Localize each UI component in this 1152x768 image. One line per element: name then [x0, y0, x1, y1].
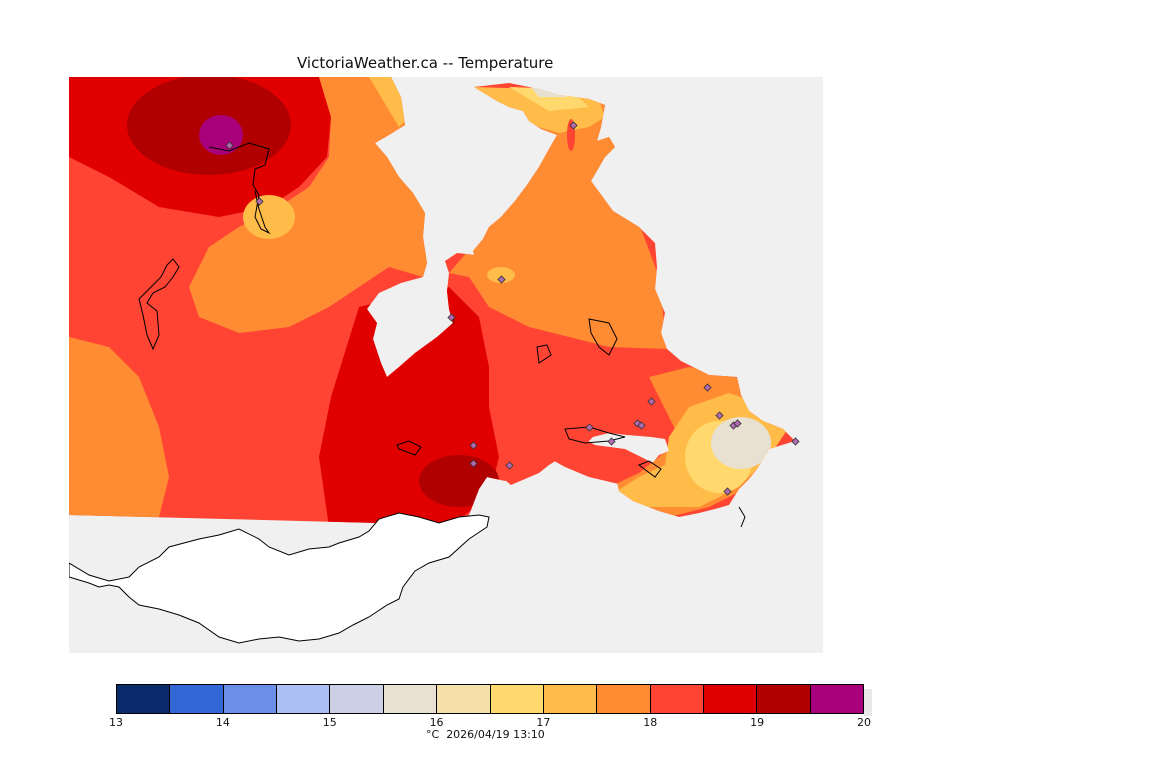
unit-label: °C	[426, 728, 440, 741]
colorbar	[116, 684, 864, 714]
colorbar-tick-label: 15	[322, 716, 337, 729]
diamond-icon	[637, 421, 646, 430]
colorbar-cell	[330, 685, 384, 713]
colorbar-cell	[597, 685, 651, 713]
colorbar-cell	[810, 685, 864, 713]
colorbar-tick-label: 17	[536, 716, 551, 729]
colorbar-cell	[383, 685, 438, 713]
colorbar-cell	[170, 685, 224, 713]
diamond-icon	[225, 141, 234, 150]
diamond-icon	[607, 437, 616, 446]
diamond-icon	[497, 275, 506, 284]
colorbar-cell	[543, 685, 598, 713]
colorbar-cell	[650, 685, 704, 713]
colorbar-tick-label: 20	[857, 716, 871, 729]
colorbar-cell	[490, 685, 544, 713]
diamond-icon	[569, 121, 578, 130]
colorbar-cell	[757, 685, 811, 713]
colorbar-tick-label: 13	[109, 716, 123, 729]
coastline	[138, 142, 746, 528]
colorbar-tick-label: 18	[643, 716, 658, 729]
diamond-icon	[723, 487, 732, 496]
diamond-icon	[469, 441, 478, 450]
colorbar-cell	[117, 685, 171, 713]
station-markers	[225, 121, 800, 496]
diamond-icon	[469, 459, 478, 468]
colorbar-cell	[437, 685, 491, 713]
colorbar-tick-label: 19	[750, 716, 765, 729]
diamond-icon	[585, 423, 594, 432]
olympic-peninsula	[69, 512, 490, 644]
map-title: VictoriaWeather.ca -- Temperature	[297, 54, 554, 72]
colorbar-cell	[223, 685, 278, 713]
diamond-icon	[255, 197, 264, 206]
diamond-icon	[703, 383, 712, 392]
diamond-icon	[733, 419, 742, 428]
colorbar-tick-label: 14	[215, 716, 230, 729]
diamond-icon	[715, 411, 724, 420]
colorbar-tick-label: 16	[429, 716, 444, 729]
diamond-icon	[791, 437, 800, 446]
timestamp: 2026/04/19 13:10	[446, 728, 545, 741]
diamond-icon	[505, 461, 514, 470]
colorbar-cell	[277, 685, 331, 713]
colorbar-shadow	[864, 689, 872, 716]
colorbar-cell	[703, 685, 758, 713]
temperature-map	[69, 77, 823, 653]
diamond-icon	[447, 313, 456, 322]
diamond-icon	[647, 397, 656, 406]
colorbar-footer: °C 2026/04/19 13:10	[426, 728, 545, 741]
